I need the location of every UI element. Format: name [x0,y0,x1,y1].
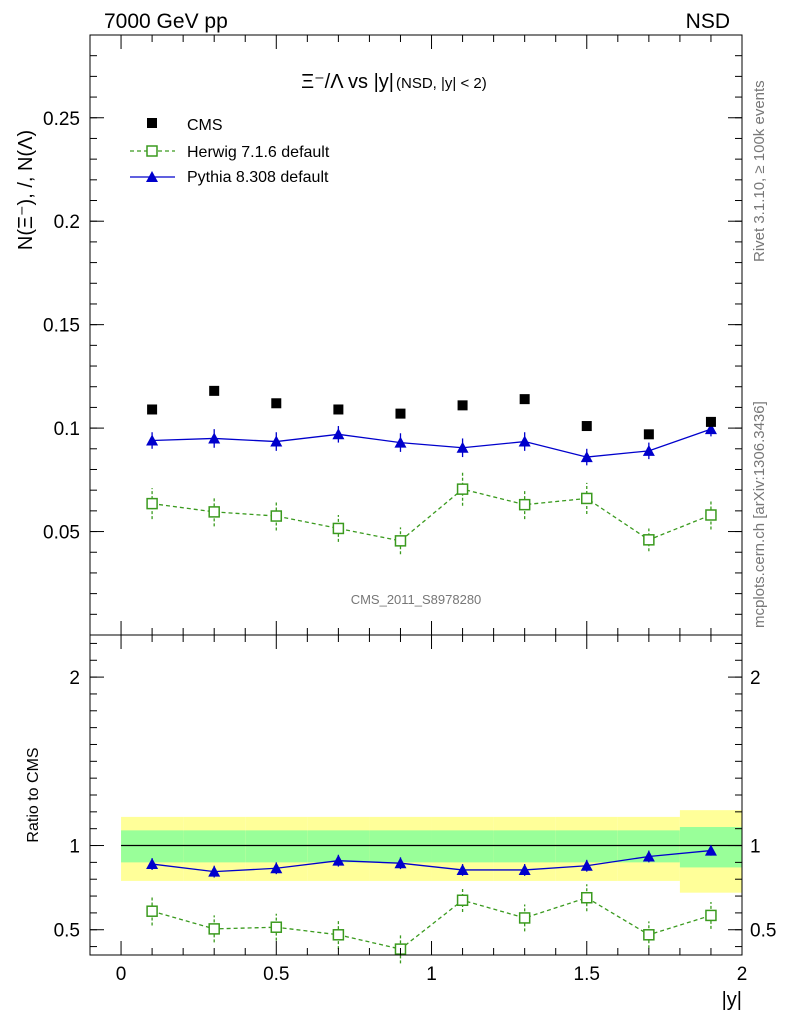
analysis-watermark: CMS_2011_S8978280 [351,592,482,607]
pythia-point [208,432,221,444]
pythia-point [332,428,345,440]
header-left: 7000 GeV pp [104,10,228,33]
rivet-version-label: Rivet 3.1.10, ≥ 100k events [751,80,768,262]
cms-uncertainty-band-inner [369,830,432,863]
bottom-y-tick-label-right: 1 [750,837,761,858]
cms-uncertainty-band-inner [245,830,308,863]
top-title: Ξ⁻/Λ vs |y| [301,71,394,93]
pythia-point [394,436,407,448]
pythia-point [642,444,655,456]
herwig-ratio-point [332,929,345,941]
x-axis-label: |y| [722,989,742,1011]
herwig-point [518,498,531,511]
pythia-ratio-line [152,849,712,873]
mcplots-label: mcplots.cern.ch [arXiv:1306.3436] [751,401,768,628]
herwig-point [581,492,593,505]
bottom-plot-frame [89,634,743,956]
herwig-point [394,535,407,547]
cms-uncertainty-band-inner [183,830,246,863]
top-panel: 0.05 0.1 0.15 0.2 0.25 Ξ⁻/Λ vs |y| (NSD, |y|… [15,34,743,636]
cms-point [643,429,654,440]
cms-point [457,400,468,411]
pythia-ratio-point [580,859,593,871]
cms-point [333,404,344,415]
legend-marker-pythia [146,171,158,182]
pythia-point [580,451,593,463]
pythia-ratio-point [456,863,469,875]
legend-label-cms: CMS [187,117,223,134]
bottom-y-tick-label-right: 0.5 [750,921,776,942]
legend-label-pythia: Pythia 8.308 default [187,169,329,186]
header-right: NSD [686,10,730,33]
herwig-ratio-point [518,912,531,924]
cms-point [519,394,530,405]
pythia-ratio-point [394,857,407,869]
cms-uncertainty-band-inner [431,830,494,863]
pythia-point [456,441,469,453]
pythia-point [270,435,283,447]
cms-point [209,385,220,396]
legend: CMS Herwig 7.1.6 default Pythia 8.308 de… [130,117,330,186]
herwig-ratio-line [151,897,712,950]
top-y-tick-label: 0.2 [54,212,80,233]
x-tick-label: 1 [426,964,437,985]
herwig-ratio-point [208,923,220,935]
herwig-ratio-point [581,891,593,904]
top-y-tick-label: 0.1 [54,419,80,440]
legend-label-herwig: Herwig 7.1.6 default [187,144,330,161]
top-y-tick-label: 0.15 [43,316,80,337]
herwig-point [332,522,345,535]
herwig-ratio-point [643,929,655,941]
pythia-point [704,423,717,435]
cms-point [581,421,592,432]
herwig-ratio-point [146,905,158,917]
herwig-ratio-point [705,909,717,922]
pythia-ratio-point [332,854,345,866]
x-tick-label: 0 [116,964,127,985]
bottom-y-axis-label: Ratio to CMS [25,747,42,842]
pythia-ratio-point [146,858,159,870]
top-y-tick-label: 0.05 [43,523,80,544]
x-tick-label: 0.5 [263,964,289,985]
top-y-axis-label: N(Ξ⁻), /, N(Λ) [15,130,37,250]
pythia-point [146,434,159,446]
cms-uncertainty-band-inner [493,830,556,863]
bottom-y-tick-label: 2 [69,668,80,689]
pythia-ratio-point [642,850,655,862]
cms-point [147,404,158,415]
pythia-ratio-point [518,863,531,875]
top-title-suffix: (NSD, |y| < 2) [396,75,487,92]
herwig-ratio-point [456,894,469,907]
top-y-tick-label: 0.25 [43,109,80,130]
bottom-panel: 0.5 0.5 1 1 2 2 0 0.5 1 1.5 2 Ratio to CMS |y| [25,634,776,1011]
pythia-ratio-point [270,862,283,874]
x-tick-label: 1.5 [574,964,600,985]
pythia-line [152,428,712,458]
herwig-point [456,483,469,495]
herwig-point [208,506,220,518]
cms-point [271,398,282,409]
herwig-ratio-point [270,921,283,933]
legend-marker-cms [147,118,157,128]
cms-point [705,416,716,427]
herwig-point [146,497,158,510]
cms-uncertainty-band-inner [555,830,618,863]
pythia-point [518,435,531,447]
bottom-y-tick-label-right: 2 [750,668,761,689]
legend-marker-herwig [146,145,158,157]
bottom-y-tick-label: 0.5 [54,921,80,942]
pythia-ratio-point [704,844,717,856]
cms-uncertainty-band-inner [121,830,184,863]
herwig-line [152,488,712,542]
pythia-ratio-point [208,865,221,877]
cms-point [395,408,406,419]
herwig-point [643,534,655,546]
x-tick-label: 2 [737,964,748,985]
herwig-point [270,510,283,522]
herwig-point [705,509,717,521]
bottom-y-tick-label: 1 [69,837,80,858]
